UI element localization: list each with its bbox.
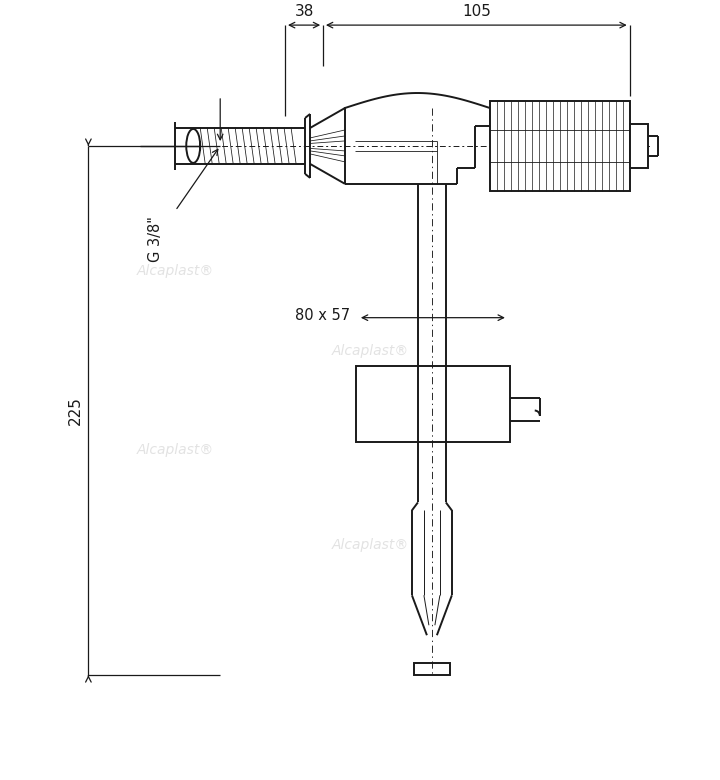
Text: 105: 105 [462,4,491,20]
Text: Alcaplast®: Alcaplast® [331,344,409,357]
Text: Alcaplast®: Alcaplast® [137,444,214,458]
Bar [414,663,450,675]
Text: Alcaplast®: Alcaplast® [137,264,214,278]
Text: Alcaplast®: Alcaplast® [331,538,409,552]
Text: G 3/8": G 3/8" [148,216,163,262]
Bar [490,101,629,191]
Text: 225: 225 [68,396,82,425]
Bar [629,124,647,168]
Bar [356,366,510,442]
Text: 80 x 57: 80 x 57 [295,308,350,323]
Text: 38: 38 [294,4,314,20]
